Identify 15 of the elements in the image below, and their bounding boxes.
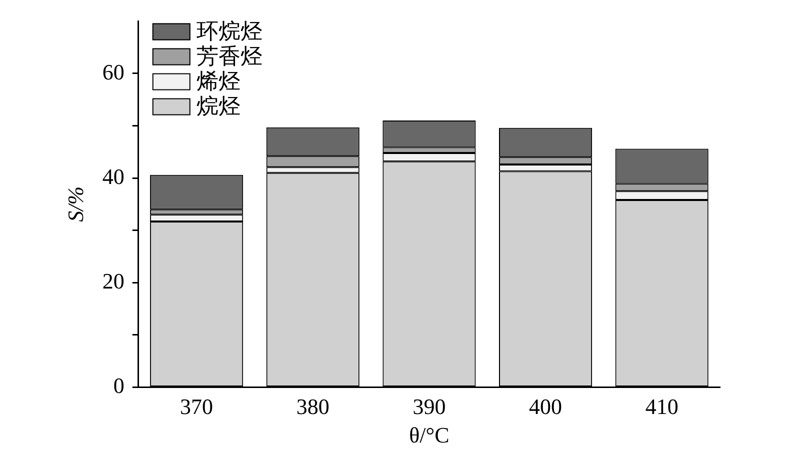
x-tick-label: 390: [412, 394, 446, 420]
legend-label: 芳香烃: [196, 43, 262, 68]
y-tick-label: 20: [102, 268, 124, 294]
x-tick-label: 410: [645, 394, 678, 420]
y-axis-title: S/%: [62, 186, 88, 222]
x-tick-label: 400: [529, 394, 562, 420]
y-tick-label: 40: [102, 164, 124, 189]
x-axis-title: θ/°C: [409, 422, 450, 448]
x-tick-label: 370: [180, 394, 214, 420]
legend-label: 烯烃: [196, 68, 240, 94]
legend-label: 环烷烃: [196, 18, 262, 44]
x-tick-label: 380: [296, 394, 330, 420]
y-tick-label: 60: [102, 59, 124, 84]
y-tick-label: 0: [113, 372, 124, 398]
legend-label: 烷烃: [196, 93, 240, 118]
